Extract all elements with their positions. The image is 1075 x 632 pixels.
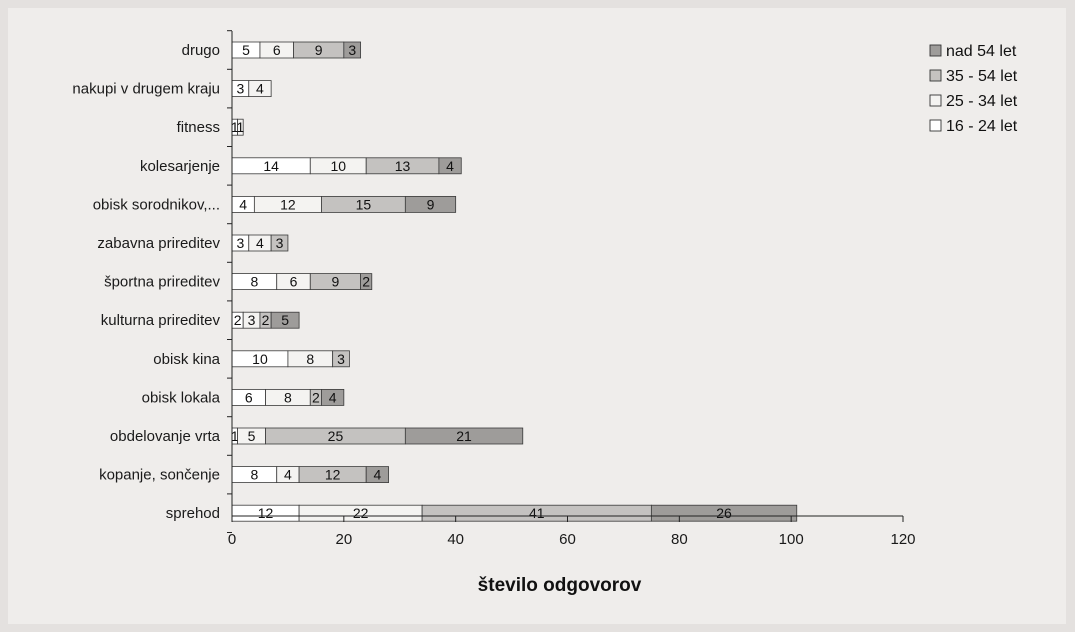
data-label: 8 <box>250 467 258 483</box>
bar-segment <box>343 41 362 59</box>
data-label: 22 <box>353 505 369 521</box>
category-label: športna prireditev <box>104 274 220 291</box>
category-label: kopanje, sončenje <box>99 467 220 484</box>
bar-segment <box>650 504 798 522</box>
bar-segment <box>270 311 300 329</box>
legend-swatch <box>929 119 942 132</box>
bar-segment <box>332 350 350 368</box>
data-label: 26 <box>716 505 732 521</box>
category-label: obisk sorodnikov,... <box>93 196 220 213</box>
category-label: obdelovanje vrta <box>110 428 221 445</box>
bar-segment <box>404 195 457 213</box>
data-label: 8 <box>284 389 292 405</box>
x-tick-label: 40 <box>447 531 464 548</box>
data-label: 3 <box>236 81 244 97</box>
bar-segment <box>365 466 389 484</box>
data-label: 41 <box>529 505 545 521</box>
data-label: 5 <box>248 428 256 444</box>
data-label: 3 <box>236 235 244 251</box>
category-label: fitness <box>177 119 220 136</box>
data-label: 5 <box>242 42 250 58</box>
x-tick-label: 20 <box>335 531 352 548</box>
data-label: 25 <box>328 428 344 444</box>
x-tick-label: 60 <box>559 531 576 548</box>
category-label: kolesarjenje <box>140 158 220 175</box>
data-label: 4 <box>329 389 337 405</box>
x-axis-title: število odgovorov <box>478 575 642 596</box>
data-label: 12 <box>280 196 296 212</box>
data-label: 4 <box>256 235 264 251</box>
data-label: 6 <box>273 42 281 58</box>
data-label: 21 <box>456 428 472 444</box>
data-label: 2 <box>362 274 370 290</box>
data-label: 5 <box>281 312 289 328</box>
legend-label: 16 - 24 let <box>946 118 1018 135</box>
legend-swatch <box>929 94 942 107</box>
bar-segment <box>237 118 244 136</box>
category-label: obisk kina <box>153 351 220 368</box>
category-label: sprehod <box>166 505 220 522</box>
legend-label: 25 - 34 let <box>946 93 1018 110</box>
data-label: 6 <box>245 389 253 405</box>
bar-segment <box>270 234 289 252</box>
data-label: 9 <box>315 42 323 58</box>
x-tick-label: 120 <box>890 531 915 548</box>
category-label: nakupi v drugem kraju <box>72 81 220 98</box>
x-tick-label: 80 <box>671 531 688 548</box>
data-label: 1 <box>231 119 239 135</box>
bar-segment <box>438 157 462 175</box>
data-label: 2 <box>312 389 320 405</box>
data-label: 13 <box>395 158 411 174</box>
category-label: kulturna prireditev <box>101 312 221 329</box>
data-label: 4 <box>446 158 454 174</box>
data-label: 9 <box>332 274 340 290</box>
data-label: 15 <box>356 196 372 212</box>
legend: nad 54 let 35 - 54 let 25 - 34 let 16 - 24 … <box>929 43 1018 135</box>
data-label: 8 <box>306 351 314 367</box>
data-label: 3 <box>276 235 284 251</box>
legend-label: nad 54 let <box>946 43 1017 60</box>
data-label: 4 <box>373 467 381 483</box>
data-label: 3 <box>248 312 256 328</box>
data-label: 8 <box>250 274 258 290</box>
data-label: 4 <box>256 81 264 97</box>
bar-segment <box>321 388 345 406</box>
data-label: 3 <box>337 351 345 367</box>
category-label: drugo <box>182 42 220 59</box>
legend-swatch <box>929 44 942 57</box>
data-label: 4 <box>284 467 292 483</box>
data-label: 1 <box>231 428 239 444</box>
chart-frame: drugo 5 6 9 3 nakupi v drugem kraju 3 4 fitness 1… <box>8 8 1066 624</box>
data-label: 12 <box>258 505 274 521</box>
data-label: 4 <box>239 196 247 212</box>
legend-label: 35 - 54 let <box>946 68 1018 85</box>
data-label: 14 <box>263 158 279 174</box>
legend-swatch <box>929 69 942 82</box>
category-label: zabavna prireditev <box>97 235 220 252</box>
data-label: 10 <box>252 351 268 367</box>
data-label: 9 <box>427 196 435 212</box>
data-label: 2 <box>262 312 270 328</box>
category-label: obisk lokala <box>142 389 221 406</box>
data-label: 1 <box>236 119 244 135</box>
bar-segment <box>360 273 373 291</box>
axes-group: 0 20 40 60 80 100 120 <box>227 30 916 548</box>
data-label: 12 <box>325 467 341 483</box>
x-tick-label: 0 <box>228 531 236 548</box>
data-label: 3 <box>348 42 356 58</box>
data-label: 6 <box>290 274 298 290</box>
data-label: 10 <box>330 158 346 174</box>
x-tick-label: 100 <box>779 531 804 548</box>
data-label: 2 <box>234 312 242 328</box>
bar-segment <box>248 80 272 97</box>
bar-segment <box>404 427 524 445</box>
